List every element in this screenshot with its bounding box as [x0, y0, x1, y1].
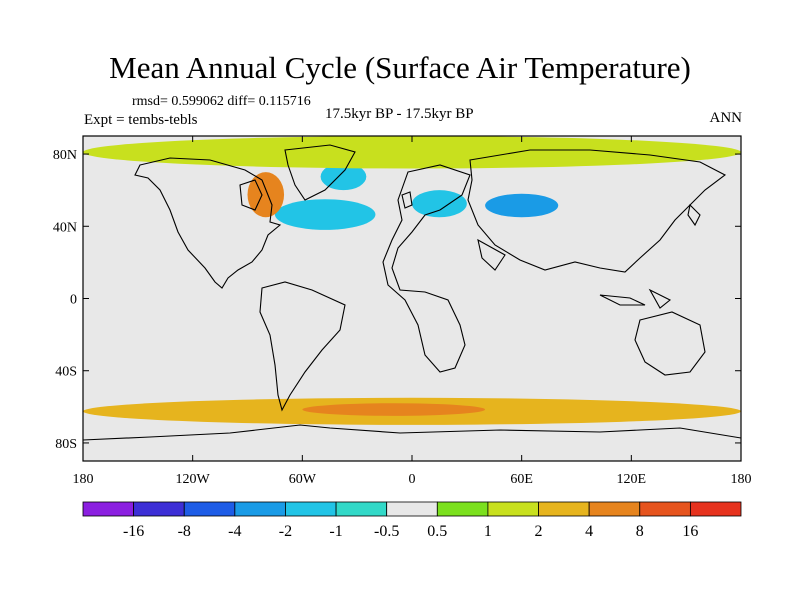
anomaly-region-1: [247, 172, 285, 218]
coast-asia: [467, 149, 727, 273]
experiment-text: Expt = tembs-tebls: [84, 112, 198, 128]
coast-south-america: [259, 281, 346, 412]
x-tick-label-2: 60W: [289, 472, 317, 487]
colorbar-swatch-0: [82, 501, 135, 517]
y-axis: 80N 40N 0 40S 80S: [53, 148, 741, 452]
x-tick-label-3: 0: [409, 472, 416, 487]
y-tick-label-1: 40N: [53, 220, 77, 235]
coast-uk: [401, 191, 413, 209]
coast-australia: [634, 311, 706, 376]
season-text: ANN: [709, 110, 743, 126]
x-tick-label-0: 180: [73, 472, 94, 487]
colorbar: -16 -8 -4 -2 -1 -0.5 0.5 1 2 4 8 16: [82, 501, 742, 540]
colorbar-swatch-5: [335, 501, 388, 517]
coast-europe-africa: [382, 164, 471, 373]
colorbar-swatch-6: [386, 501, 438, 517]
coast-hudson-bay: [239, 179, 263, 211]
colorbar-label-2: -4: [228, 523, 241, 540]
stats-text: rmsd= 0.599062 diff= 0.115716: [132, 94, 311, 109]
anomaly-region-7: [302, 403, 486, 416]
x-tick-label-5: 120E: [617, 472, 647, 487]
colorbar-swatch-8: [487, 501, 539, 517]
y-tick-label-3: 40S: [55, 365, 77, 380]
y-tick-label-0: 80N: [53, 148, 77, 163]
colorbar-label-0: -16: [123, 523, 144, 540]
x-tick-label-4: 60E: [510, 472, 533, 487]
coast-north-america: [134, 157, 282, 289]
colorbar-label-9: 4: [585, 523, 593, 540]
y-tick-label-4: 80S: [55, 437, 77, 452]
colorbar-swatch-12: [689, 501, 742, 517]
chart-title: Mean Annual Cycle (Surface Air Temperatu…: [109, 50, 691, 85]
coast-antarctica: [83, 424, 741, 441]
colorbar-label-3: -2: [279, 523, 292, 540]
x-tick-label-6: 180: [731, 472, 752, 487]
coastlines: [83, 144, 741, 441]
x-axis: 180 120W 60W 0 60E 120E 180: [73, 136, 752, 487]
colorbar-swatch-1: [133, 501, 185, 517]
anomaly-region-3: [412, 190, 467, 218]
colorbar-swatch-9: [538, 501, 590, 517]
coast-greenland: [284, 144, 356, 201]
colorbar-label-4: -1: [329, 523, 342, 540]
y-tick-label-2: 0: [70, 293, 77, 308]
colorbar-swatch-10: [588, 501, 641, 517]
colorbar-swatch-3: [234, 501, 286, 517]
colorbar-label-6: 0.5: [427, 523, 447, 540]
colorbar-label-5: -0.5: [374, 523, 399, 540]
colorbar-swatch-11: [639, 501, 691, 517]
x-tick-label-1: 120W: [176, 472, 211, 487]
colorbar-label-7: 1: [484, 523, 492, 540]
colorbar-swatch-7: [436, 501, 489, 517]
colorbar-label-1: -8: [178, 523, 191, 540]
coast-japan: [687, 203, 701, 227]
colorbar-label-10: 8: [636, 523, 644, 540]
period-text: 17.5kyr BP - 17.5kyr BP: [325, 106, 474, 122]
anomaly-region-4: [485, 193, 559, 218]
anomaly-fields: [83, 136, 741, 425]
anomaly-region-5: [83, 136, 741, 169]
coast-indonesia: [599, 288, 672, 309]
colorbar-label-8: 2: [535, 523, 543, 540]
coast-arabia: [477, 238, 506, 271]
anomaly-region-0: [274, 199, 376, 230]
colorbar-label-11: 16: [682, 523, 698, 540]
colorbar-swatch-2: [183, 501, 236, 517]
colorbar-swatch-4: [285, 501, 337, 517]
